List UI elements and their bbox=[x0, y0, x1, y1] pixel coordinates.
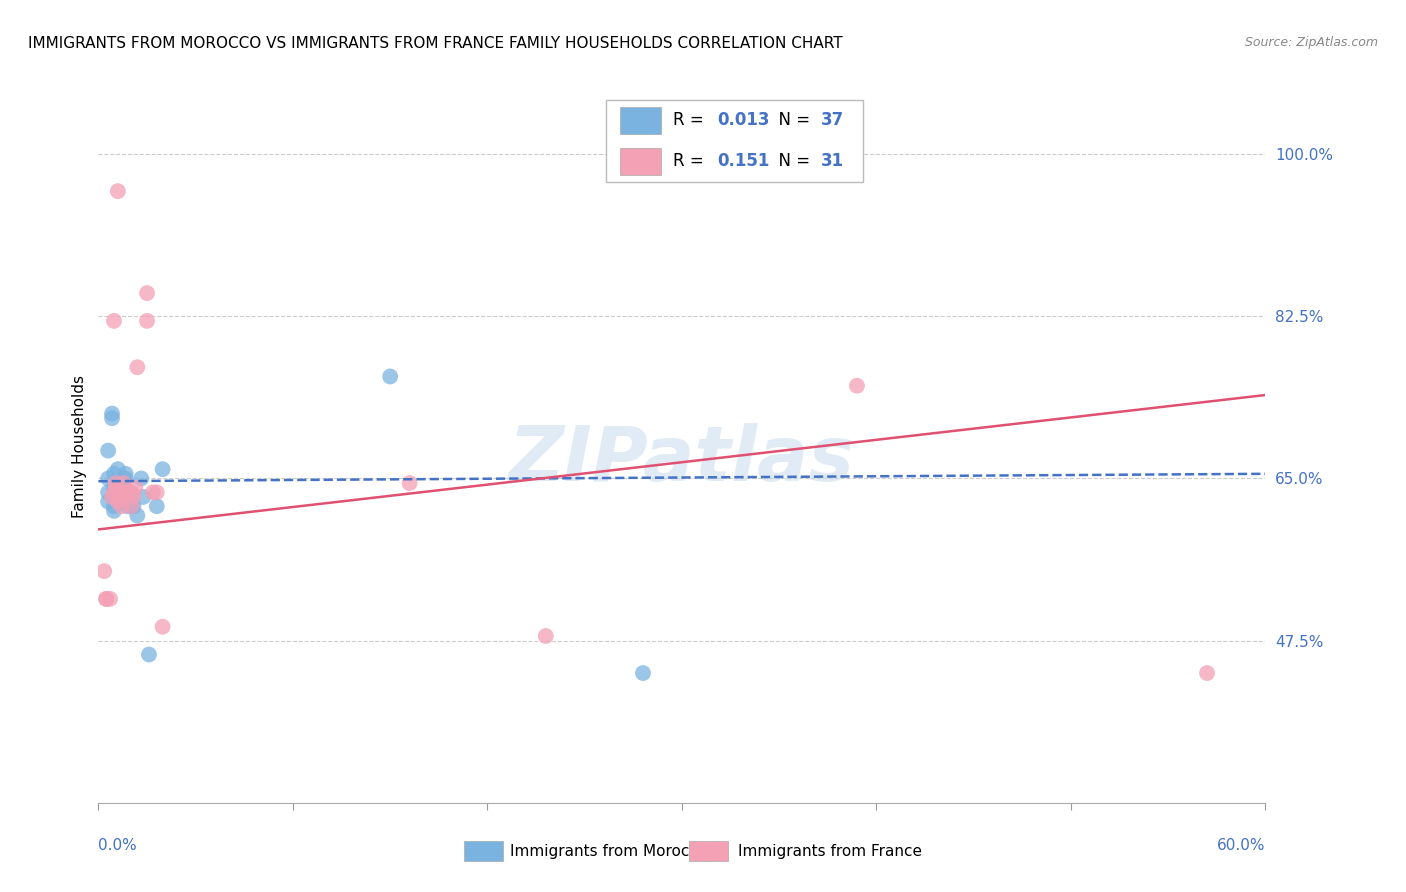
Text: N =: N = bbox=[768, 112, 815, 129]
Text: 31: 31 bbox=[821, 153, 844, 170]
Point bbox=[101, 411, 124, 425]
Point bbox=[127, 508, 149, 523]
Text: 37: 37 bbox=[821, 112, 844, 129]
Point bbox=[121, 500, 143, 514]
Text: ZIPatlas: ZIPatlas bbox=[509, 424, 855, 497]
Point bbox=[152, 462, 174, 476]
Point bbox=[112, 494, 135, 508]
Text: Immigrants from Morocco: Immigrants from Morocco bbox=[510, 845, 707, 859]
Point bbox=[146, 500, 169, 514]
Y-axis label: Family Households: Family Households bbox=[72, 375, 87, 517]
Point bbox=[96, 591, 118, 606]
Point bbox=[118, 490, 141, 504]
Point bbox=[380, 369, 402, 384]
Point bbox=[103, 504, 125, 518]
Text: R =: R = bbox=[672, 112, 709, 129]
Point bbox=[534, 629, 557, 643]
Point bbox=[108, 490, 131, 504]
Point bbox=[846, 378, 869, 392]
Point bbox=[146, 485, 169, 500]
Point bbox=[104, 476, 127, 491]
Point bbox=[124, 481, 146, 495]
Point bbox=[114, 467, 136, 481]
Text: 0.013: 0.013 bbox=[717, 112, 769, 129]
Point bbox=[97, 471, 120, 485]
Point bbox=[103, 314, 125, 328]
Text: 0.151: 0.151 bbox=[717, 153, 769, 170]
Point bbox=[111, 500, 134, 514]
FancyBboxPatch shape bbox=[620, 107, 661, 134]
Point bbox=[117, 500, 139, 514]
Point bbox=[127, 360, 149, 375]
Text: N =: N = bbox=[768, 153, 815, 170]
Point bbox=[132, 490, 155, 504]
Point bbox=[101, 490, 124, 504]
Point bbox=[152, 620, 174, 634]
Point bbox=[138, 648, 160, 662]
Point bbox=[114, 485, 136, 500]
Point bbox=[104, 481, 127, 495]
Point bbox=[121, 500, 143, 514]
Point bbox=[97, 494, 120, 508]
Point bbox=[103, 500, 125, 514]
Point bbox=[121, 485, 143, 500]
Point bbox=[122, 500, 145, 514]
Point bbox=[136, 314, 159, 328]
Point bbox=[111, 485, 134, 500]
FancyBboxPatch shape bbox=[620, 148, 661, 175]
Point bbox=[104, 485, 127, 500]
Point bbox=[103, 481, 125, 495]
Point bbox=[117, 490, 139, 504]
Point bbox=[631, 666, 654, 681]
Point bbox=[104, 481, 127, 495]
Point bbox=[101, 407, 124, 421]
Point bbox=[107, 494, 129, 508]
Point bbox=[96, 591, 118, 606]
FancyBboxPatch shape bbox=[606, 100, 863, 182]
Text: 60.0%: 60.0% bbox=[1218, 838, 1265, 854]
Point bbox=[118, 485, 141, 500]
Point bbox=[104, 490, 127, 504]
Point bbox=[107, 184, 129, 198]
Point bbox=[1195, 666, 1218, 681]
Text: Source: ZipAtlas.com: Source: ZipAtlas.com bbox=[1244, 36, 1378, 49]
Point bbox=[93, 564, 115, 578]
Point bbox=[107, 476, 129, 491]
Point bbox=[108, 494, 131, 508]
Text: 0.0%: 0.0% bbox=[98, 838, 138, 854]
Text: Immigrants from France: Immigrants from France bbox=[738, 845, 922, 859]
Point bbox=[98, 591, 121, 606]
Point bbox=[103, 467, 125, 481]
Point bbox=[142, 485, 165, 500]
Point bbox=[112, 471, 135, 485]
Point bbox=[398, 476, 420, 491]
Point bbox=[97, 485, 120, 500]
Point bbox=[111, 476, 134, 491]
Point bbox=[136, 286, 159, 301]
Point bbox=[122, 490, 145, 504]
Point bbox=[108, 485, 131, 500]
Point bbox=[97, 443, 120, 458]
Point bbox=[112, 476, 135, 491]
Point bbox=[107, 490, 129, 504]
Text: IMMIGRANTS FROM MOROCCO VS IMMIGRANTS FROM FRANCE FAMILY HOUSEHOLDS CORRELATION : IMMIGRANTS FROM MOROCCO VS IMMIGRANTS FR… bbox=[28, 36, 842, 51]
Text: R =: R = bbox=[672, 153, 709, 170]
Point bbox=[114, 471, 136, 485]
Point bbox=[107, 462, 129, 476]
Point bbox=[103, 485, 125, 500]
Point bbox=[108, 490, 131, 504]
Point bbox=[129, 471, 152, 485]
